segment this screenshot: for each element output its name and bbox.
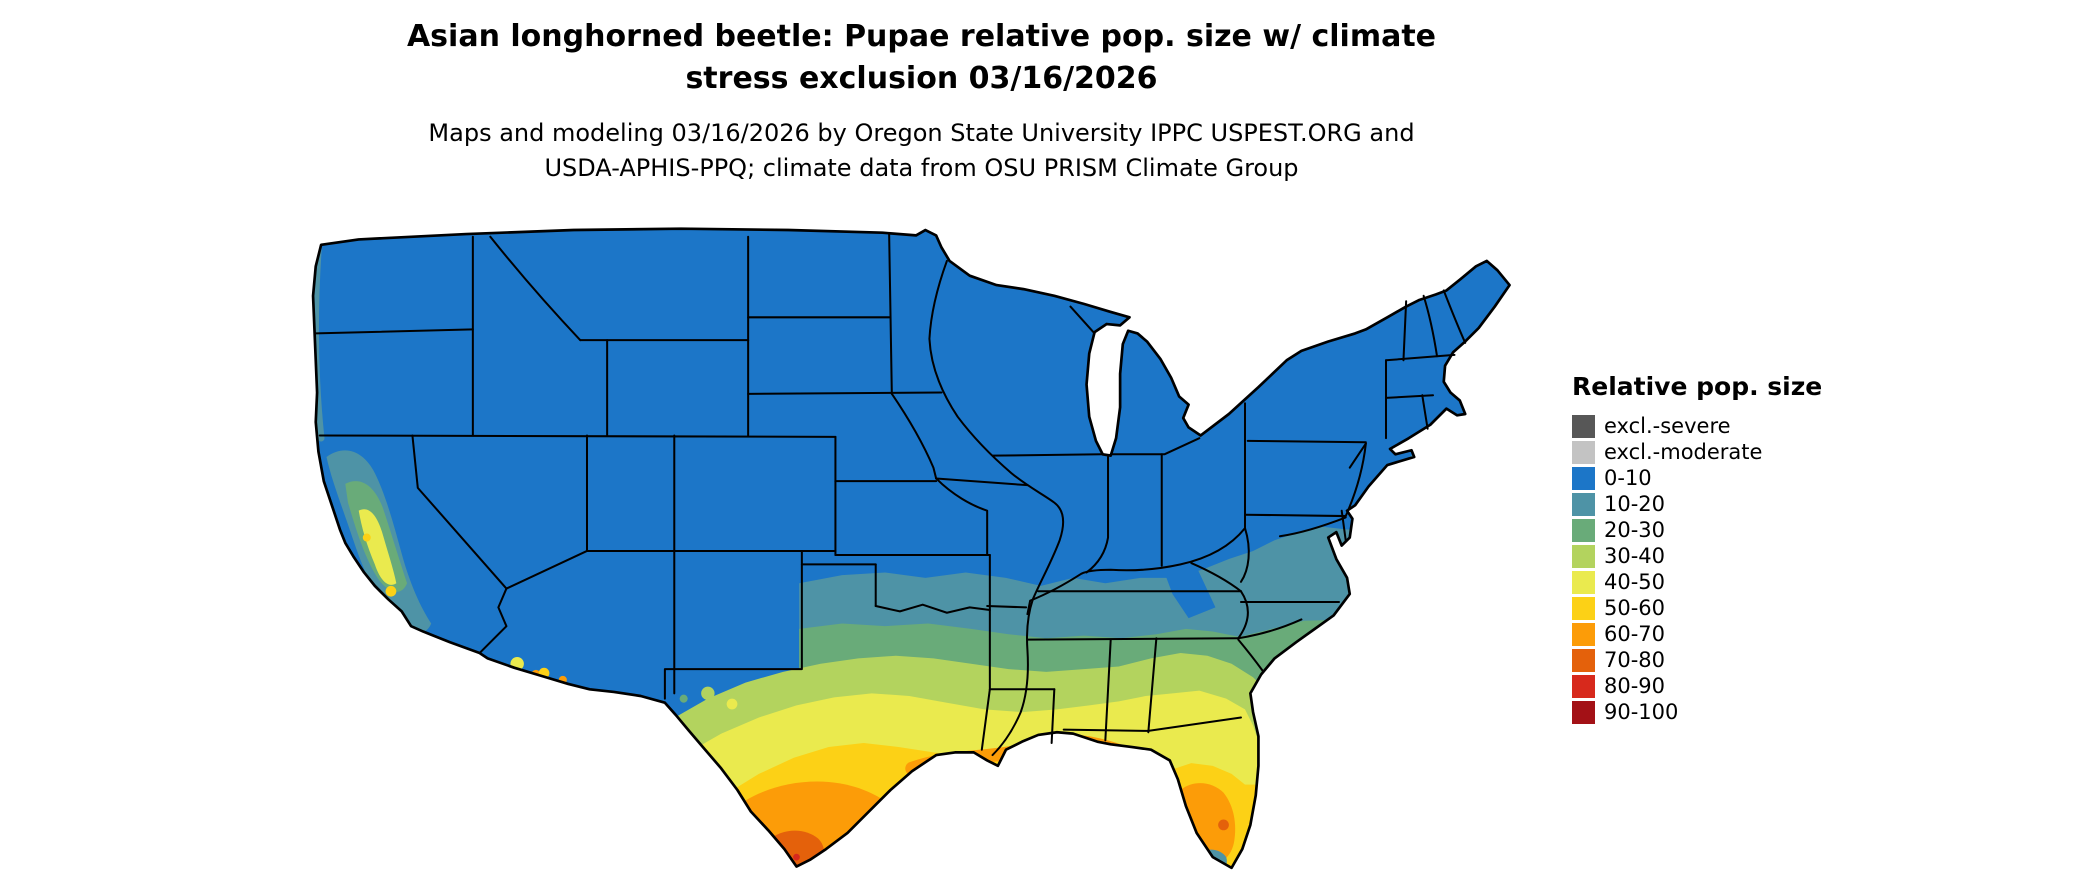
yellow-central-valley bbox=[358, 509, 397, 585]
legend-item-label: 30-40 bbox=[1604, 544, 1666, 568]
legend-item: 0-10 bbox=[1572, 465, 1882, 491]
us-outline bbox=[311, 227, 1511, 870]
legend-item: 20-30 bbox=[1572, 517, 1882, 543]
page-subtitle-line-1: Maps and modeling 03/16/2026 by Oregon S… bbox=[428, 119, 1415, 147]
legend-item: 90-100 bbox=[1572, 699, 1882, 725]
legend-item-label: 80-90 bbox=[1604, 674, 1666, 698]
legend-item-label: 50-60 bbox=[1604, 596, 1666, 620]
legend-swatch bbox=[1572, 440, 1595, 464]
legend-item-label: 20-30 bbox=[1604, 518, 1666, 542]
legend-swatch bbox=[1572, 518, 1595, 542]
page-title-line-1: Asian longhorned beetle: Pupae relative … bbox=[406, 19, 1437, 54]
page-subtitle: Maps and modeling 03/16/2026 by Oregon S… bbox=[0, 116, 1843, 186]
legend-swatch bbox=[1572, 596, 1595, 620]
page-title-line-2: stress exclusion 03/16/2026 bbox=[685, 61, 1158, 96]
legend-swatch bbox=[1572, 648, 1595, 672]
legend-item: 80-90 bbox=[1572, 673, 1882, 699]
yellow-spot-new-mexico bbox=[726, 698, 738, 710]
legend-item-label: 70-80 bbox=[1604, 648, 1666, 672]
legend-item: 30-40 bbox=[1572, 543, 1882, 569]
legend-item-label: 40-50 bbox=[1604, 570, 1666, 594]
gold-spot-california bbox=[385, 585, 397, 597]
legend-swatch bbox=[1572, 622, 1595, 646]
dark-orange-delta bbox=[1004, 753, 1013, 762]
map-header: Asian longhorned beetle: Pupae relative … bbox=[0, 16, 1843, 186]
state-borders bbox=[314, 233, 1467, 757]
legend-item: excl.-moderate bbox=[1572, 439, 1882, 465]
ygreen-spot-new-mexico bbox=[701, 686, 715, 701]
page-subtitle-line-2: USDA-APHIS-PPQ; climate data from OSU PR… bbox=[544, 153, 1299, 182]
legend-item: 70-80 bbox=[1572, 647, 1882, 673]
legend-item-label: 90-100 bbox=[1604, 700, 1679, 724]
legend-swatch bbox=[1572, 570, 1595, 594]
dark-orange-south-florida bbox=[1218, 819, 1229, 831]
legend-items: excl.-severe excl.-moderate 0-10 10-20 20-30… bbox=[1572, 413, 1882, 725]
legend-swatch bbox=[1572, 544, 1595, 568]
legend-item: excl.-severe bbox=[1572, 413, 1882, 439]
gold-spot-california-2 bbox=[362, 533, 371, 542]
legend-item-label: excl.-moderate bbox=[1604, 440, 1763, 464]
us-map bbox=[311, 227, 1511, 870]
legend-title: Relative pop. size bbox=[1572, 372, 1823, 401]
legend-item-label: 10-20 bbox=[1604, 492, 1666, 516]
legend-item: 60-70 bbox=[1572, 621, 1882, 647]
blue-appalachian-wedge bbox=[1164, 567, 1216, 619]
legend-item-label: excl.-severe bbox=[1604, 414, 1731, 438]
legend-item-label: 0-10 bbox=[1604, 466, 1652, 490]
red-spot-texas-tip bbox=[793, 853, 800, 861]
legend-swatch bbox=[1572, 700, 1595, 724]
legend-swatch bbox=[1572, 466, 1595, 490]
legend: Relative pop. size excl.-severe excl.-mod… bbox=[1572, 372, 1882, 725]
legend-item: 50-60 bbox=[1572, 595, 1882, 621]
green-spot-new-mexico bbox=[679, 694, 688, 703]
dark-orange-coastal-bend bbox=[885, 795, 896, 807]
legend-item: 40-50 bbox=[1572, 569, 1882, 595]
legend-swatch bbox=[1572, 674, 1595, 698]
legend-item: 10-20 bbox=[1572, 491, 1882, 517]
legend-item-label: 60-70 bbox=[1604, 622, 1666, 646]
us-map-figure bbox=[305, 226, 1527, 884]
legend-swatch bbox=[1572, 492, 1595, 516]
legend-swatch bbox=[1572, 414, 1595, 438]
